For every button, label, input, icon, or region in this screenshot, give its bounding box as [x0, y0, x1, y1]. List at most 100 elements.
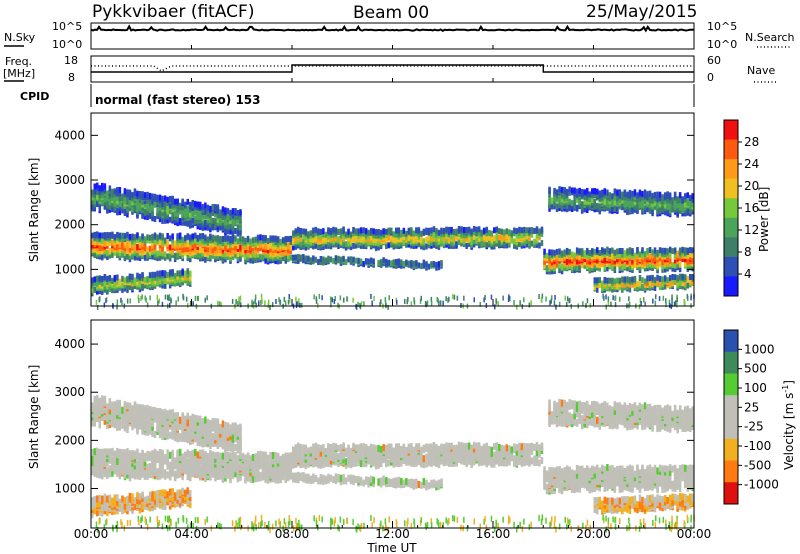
power-cell: [369, 257, 373, 264]
power-cell: [611, 258, 614, 265]
power-cell: [226, 222, 230, 229]
power-cell: [204, 207, 207, 214]
power-cell: [206, 246, 210, 252]
power-cell: [106, 286, 109, 293]
velocity-cell: [121, 458, 124, 466]
power-cell: [580, 255, 584, 262]
velocity-cell: [136, 461, 139, 468]
power-cell: [219, 215, 222, 222]
power-cell: [475, 230, 478, 237]
power-speckle: [490, 294, 493, 300]
power-cell: [143, 236, 147, 243]
power-cell: [251, 245, 255, 252]
power-cell: [186, 246, 190, 253]
power-cell: [671, 200, 674, 207]
power-cell: [586, 207, 589, 213]
velocity-cell: [216, 461, 220, 469]
power-cell: [324, 242, 328, 249]
power-speckle: [238, 296, 240, 302]
power-cell: [530, 240, 534, 247]
power-cell: [236, 213, 240, 220]
power-cell: [673, 274, 677, 281]
power-cell: [234, 212, 237, 219]
power-cell: [407, 260, 411, 267]
power-speckle: [239, 295, 242, 301]
power-cell: [596, 247, 599, 254]
velocity-cell: [369, 451, 373, 458]
power-cell: [332, 257, 335, 264]
power-cell: [204, 244, 207, 251]
velocity-cell: [156, 450, 159, 458]
power-cell: [608, 248, 612, 255]
power-cell: [101, 244, 104, 251]
power-cell: [591, 192, 594, 199]
power-cell: [307, 255, 310, 262]
power-cell: [573, 252, 576, 259]
power-cell: [427, 232, 431, 239]
power-cell: [131, 242, 134, 249]
power-cell: [658, 191, 662, 198]
power-cell: [613, 249, 617, 256]
power-cell: [317, 228, 320, 235]
power-cell: [573, 260, 576, 267]
power-cell: [153, 232, 157, 239]
power-cell: [560, 186, 564, 193]
power-speckle: [553, 300, 556, 306]
power-cell: [158, 216, 162, 223]
power-cell: [488, 238, 491, 245]
power-cell: [153, 216, 157, 222]
power-cell: [410, 260, 413, 267]
power-cell: [156, 250, 159, 257]
power-speckle: [452, 294, 454, 300]
power-cell: [643, 251, 647, 258]
power-cell: [430, 235, 433, 242]
noise-panel: 10^5 10^0 10^5 10^0 N.Sky N.Search: [4, 20, 795, 51]
velocity-cell: [319, 444, 323, 452]
power-cell: [176, 198, 179, 205]
power-cell: [101, 237, 104, 243]
power-cell: [128, 282, 132, 289]
power-cell: [382, 257, 385, 264]
power-cell: [93, 239, 97, 246]
power-cell: [633, 252, 637, 259]
velocity-cell: [178, 448, 182, 456]
power-cell: [673, 247, 677, 254]
power-cell: [153, 200, 157, 207]
power-cell: [236, 210, 240, 216]
power-cell: [138, 236, 142, 243]
power-cell: [568, 249, 571, 255]
power-cell: [148, 198, 152, 204]
power-cell: [329, 240, 333, 247]
power-cell: [689, 194, 692, 201]
velocity-cell: [98, 448, 102, 456]
velocity-cell: [249, 462, 252, 470]
velocity-cell: [314, 442, 318, 450]
power-speckle: [384, 297, 387, 302]
power-cell: [668, 251, 672, 258]
velocity-cell: [269, 451, 272, 459]
power-cell: [450, 231, 453, 238]
power-cell: [108, 252, 112, 259]
power-cell: [611, 200, 614, 207]
power-cell: [601, 284, 604, 291]
power-cell: [279, 254, 282, 261]
power-cell: [196, 251, 200, 258]
power-cell: [96, 275, 99, 282]
power-cell: [385, 231, 388, 238]
power-cell: [422, 228, 426, 235]
power-cell: [224, 227, 227, 234]
power-cell: [151, 193, 154, 200]
velocity-cell: [101, 472, 104, 480]
power-cell: [668, 197, 672, 204]
power-speckle: [371, 300, 373, 306]
velocity-cell: [259, 471, 262, 479]
power-cell: [151, 271, 154, 278]
power-cell: [309, 257, 313, 264]
power-cell: [199, 208, 202, 215]
power-cell: [498, 240, 501, 247]
velocity-cell: [186, 458, 190, 466]
power-speckle: [516, 304, 518, 310]
power-cell: [689, 198, 692, 205]
velocity-cell: [146, 469, 149, 477]
power-cell: [229, 214, 232, 221]
